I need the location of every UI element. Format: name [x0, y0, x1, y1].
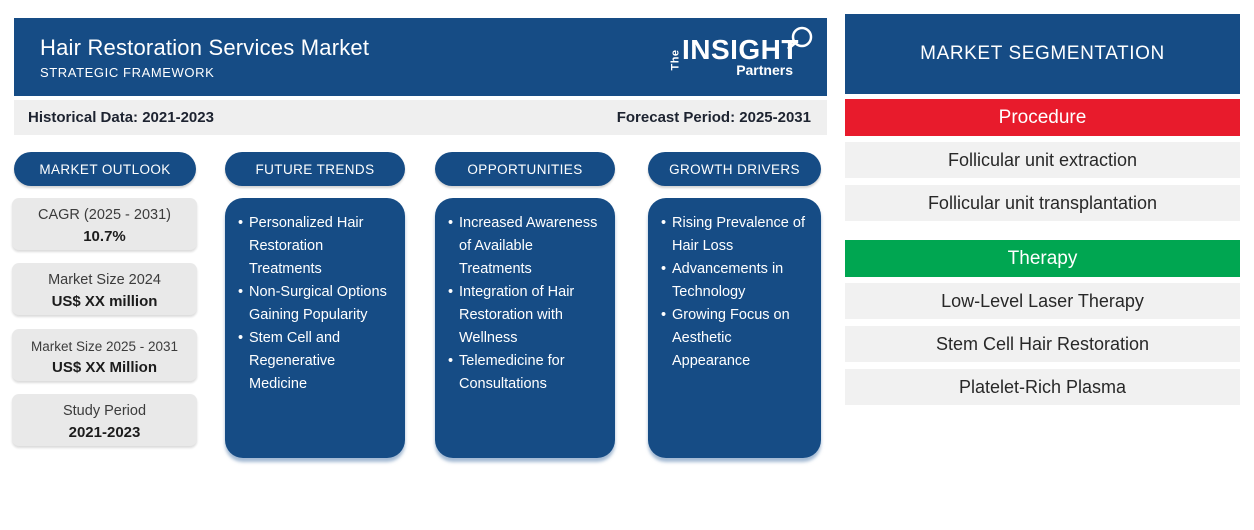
pill-future-trends: FUTURE TRENDS	[225, 152, 405, 186]
stat-label: CAGR (2025 - 2031)	[38, 207, 171, 223]
bullet-dot-icon	[661, 258, 672, 304]
bullet-dot-icon	[448, 350, 459, 396]
segment-item: Follicular unit extraction	[845, 142, 1240, 178]
segment-item: Follicular unit transplantation	[845, 185, 1240, 221]
stat-card-study-period: Study Period 2021-2023	[12, 394, 197, 446]
bullet-dot-icon	[448, 281, 459, 350]
bullet-dot-icon	[661, 304, 672, 373]
segment-item: Platelet-Rich Plasma	[845, 369, 1240, 405]
bullet-text: Increased Awareness of Available Treatme…	[459, 215, 598, 277]
stat-card-market-size-2025-2031: Market Size 2025 - 2031 US$ XX Million	[12, 329, 197, 381]
stat-label: Study Period	[62, 403, 147, 419]
segment-item: Stem Cell Hair Restoration	[845, 326, 1240, 362]
bullet-dot-icon	[238, 327, 249, 396]
magnifier-icon	[787, 26, 813, 51]
logo-partners-text: Partners	[736, 62, 793, 78]
card-future-trends: Personalized Hair Restoration Treatments…	[225, 198, 405, 458]
bullet-text: Advancements in Technology	[672, 261, 784, 300]
card-opportunities: Increased Awareness of Available Treatme…	[435, 198, 615, 458]
stat-card-market-size-2024: Market Size 2024 US$ XX million	[12, 263, 197, 315]
bullet-dot-icon	[448, 212, 459, 281]
segment-item: Low-Level Laser Therapy	[845, 283, 1240, 319]
page-title: Hair Restoration Services Market	[40, 34, 370, 60]
bullet-dot-icon	[238, 212, 249, 281]
list-item: Personalized Hair Restoration Treatments	[238, 212, 397, 281]
historical-data-label: Historical Data: 2021-2023	[28, 109, 214, 126]
stat-label: Market Size 2024	[48, 272, 161, 288]
list-item: Growing Focus on Aesthetic Appearance	[661, 304, 813, 373]
bullet-text: Stem Cell and Regenerative Medicine	[249, 330, 341, 392]
bullet-text: Growing Focus on Aesthetic Appearance	[672, 307, 790, 369]
page-subtitle: STRATEGIC FRAMEWORK	[40, 64, 215, 80]
pill-opportunities: OPPORTUNITIES	[435, 152, 615, 186]
stat-label: Market Size 2025 - 2031	[30, 339, 179, 354]
logo-the-text: The	[669, 49, 682, 71]
insight-partners-logo: The INSIGHT Partners	[665, 26, 813, 79]
stat-value: US$ XX Million	[51, 359, 157, 376]
list-item: Stem Cell and Regenerative Medicine	[238, 327, 397, 396]
list-item: Increased Awareness of Available Treatme…	[448, 212, 607, 281]
list-item: Non-Surgical Options Gaining Popularity	[238, 281, 397, 327]
bullet-text: Telemedicine for Consultations	[459, 353, 565, 392]
segmentation-title: MARKET SEGMENTATION	[845, 14, 1240, 94]
list-item: Advancements in Technology	[661, 258, 813, 304]
segment-band-therapy: Therapy	[845, 240, 1240, 277]
stat-card-cagr: CAGR (2025 - 2031) 10.7%	[12, 198, 197, 250]
pill-growth-drivers: GROWTH DRIVERS	[648, 152, 821, 186]
bullet-text: Non-Surgical Options Gaining Popularity	[249, 284, 387, 323]
card-growth-drivers: Rising Prevalence of Hair Loss Advanceme…	[648, 198, 821, 458]
stat-value: US$ XX million	[51, 293, 158, 310]
bullet-dot-icon	[238, 281, 249, 327]
main-header: Hair Restoration Services Market STRATEG…	[14, 18, 827, 96]
header-text: Hair Restoration Services Market STRATEG…	[40, 35, 369, 80]
list-item: Integration of Hair Restoration with Wel…	[448, 281, 607, 350]
bullet-text: Personalized Hair Restoration Treatments	[249, 215, 364, 277]
stat-value: 10.7%	[83, 228, 126, 245]
bullet-text: Integration of Hair Restoration with Wel…	[459, 284, 575, 346]
stat-value: 2021-2023	[68, 424, 141, 441]
bullet-text: Rising Prevalence of Hair Loss	[672, 215, 805, 254]
bullet-dot-icon	[661, 212, 672, 258]
segment-band-procedure: Procedure	[845, 99, 1240, 136]
pill-market-outlook: MARKET OUTLOOK	[14, 152, 196, 186]
list-item: Rising Prevalence of Hair Loss	[661, 212, 813, 258]
logo-insight-text: INSIGHT	[681, 34, 799, 65]
list-item: Telemedicine for Consultations	[448, 350, 607, 396]
logo-main: INSIGHT Partners	[681, 34, 799, 79]
period-bar: Historical Data: 2021-2023 Forecast Peri…	[14, 100, 827, 135]
forecast-period-label: Forecast Period: 2025-2031	[616, 109, 811, 126]
